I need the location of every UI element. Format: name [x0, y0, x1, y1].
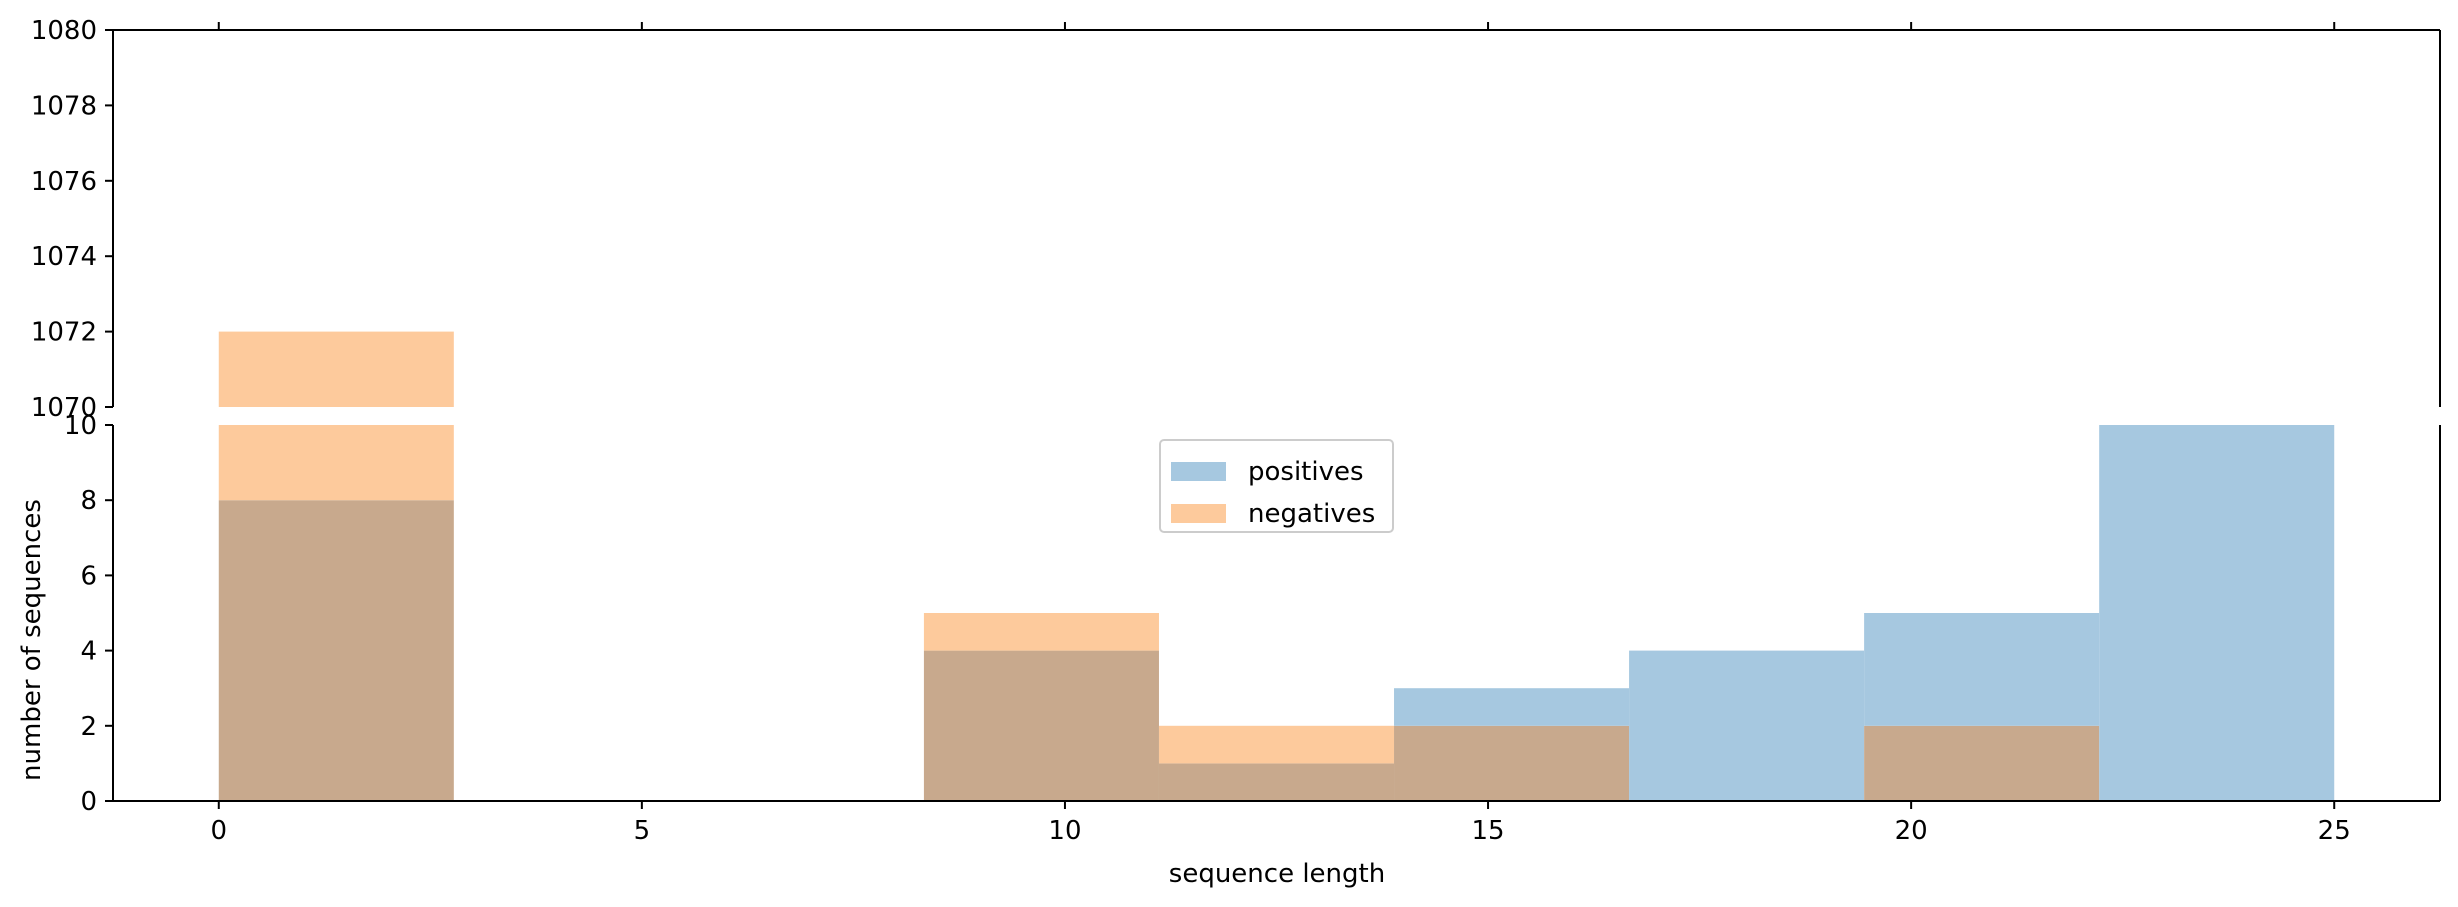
lower-ytick-label-1: 2: [80, 712, 97, 742]
x-tick-label-3: 15: [1471, 816, 1504, 846]
legend: positives negatives: [1159, 439, 1394, 533]
upper-ytick-label-1: 1072: [31, 318, 97, 348]
lower-bar-positives-5: [1394, 688, 1630, 726]
lower-ytick-label-4: 8: [80, 486, 97, 516]
legend-label-negatives: negatives: [1248, 499, 1375, 529]
upper-ytick-label-0: 1070: [31, 393, 97, 423]
upper-bar-negatives-0: [218, 331, 454, 407]
upper-ytick-label-3: 1076: [31, 167, 97, 197]
lower-bar-overlap-0: [218, 500, 454, 801]
x-tick-label-4: 20: [1895, 816, 1928, 846]
legend-swatch-positives: [1171, 462, 1226, 481]
lower-ytick-label-5: 10: [64, 411, 97, 441]
lower-panel: 0 2 4 6 8 10 0 5 10 15 20 25: [64, 411, 2441, 846]
lower-bar-overlap-7: [1864, 725, 2100, 801]
lower-bars: [218, 425, 2335, 801]
legend-label-positives: positives: [1248, 457, 1364, 487]
lower-ytick-label-0: 0: [80, 787, 97, 817]
x-tick-label-1: 5: [634, 816, 651, 846]
x-tick-label-0: 0: [210, 816, 227, 846]
x-tick-label-2: 10: [1048, 816, 1081, 846]
y-axis-label: number of sequences: [17, 499, 47, 781]
lower-bar-overlap-4: [1158, 763, 1395, 801]
legend-swatch-negatives: [1171, 504, 1226, 523]
lower-ytick-label-2: 4: [80, 637, 97, 667]
lower-bar-positives-8: [2099, 425, 2335, 801]
x-tick-label-5: 25: [2318, 816, 2351, 846]
lower-bar-overlap-3: [923, 650, 1159, 801]
lower-ytick-label-3: 6: [80, 561, 97, 591]
lower-bar-negatives-0: [218, 425, 454, 501]
upper-panel: 1070 1072 1074 1076 1078 1080: [31, 16, 2441, 423]
upper-ytick-label-2: 1074: [31, 242, 97, 272]
upper-bars: [218, 331, 454, 407]
upper-ytick-label-5: 1080: [31, 16, 97, 46]
lower-bar-negatives-4: [1158, 725, 1395, 764]
lower-bar-overlap-5: [1394, 725, 1630, 801]
lower-bar-negatives-3: [923, 613, 1159, 651]
x-axis-label: sequence length: [1169, 859, 1385, 889]
lower-bar-positives-6: [1629, 650, 1865, 801]
upper-ytick-label-4: 1078: [31, 91, 97, 121]
lower-bar-positives-7: [1864, 613, 2100, 726]
